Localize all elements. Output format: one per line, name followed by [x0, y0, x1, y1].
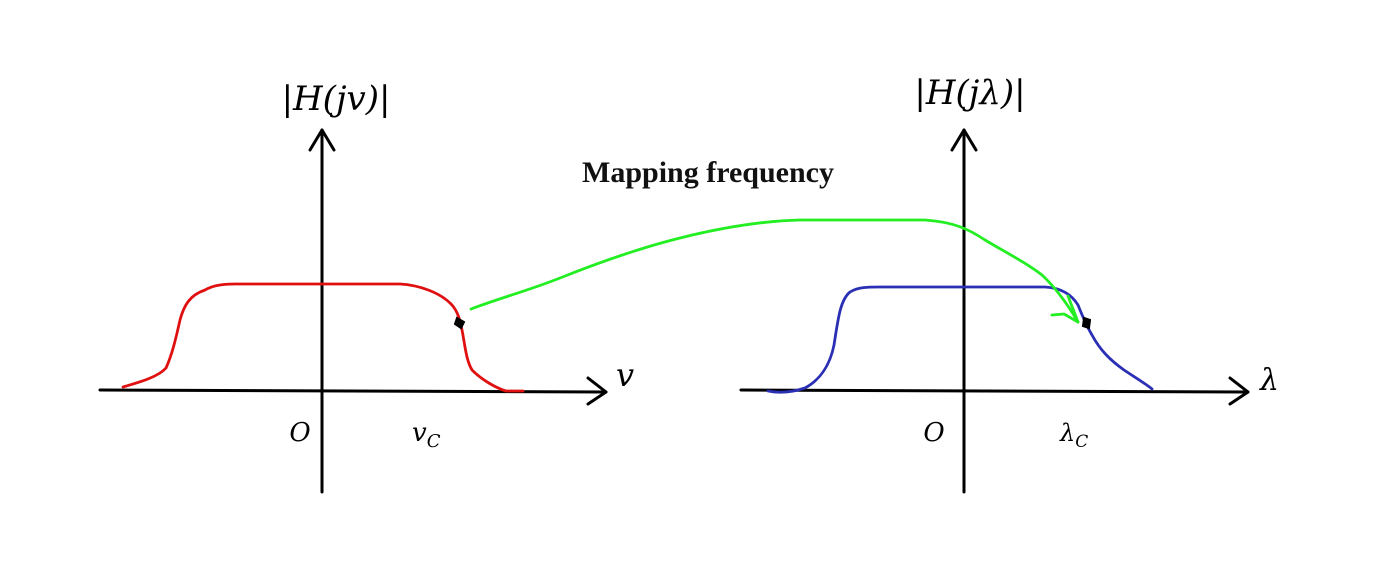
left-y-arrowhead — [308, 128, 336, 152]
left-origin-label: O — [289, 418, 310, 448]
right-x-axis — [739, 388, 1250, 394]
diagram-title: Mapping frequency — [582, 156, 834, 189]
left-cutoff-label: vC — [412, 418, 441, 452]
right-plot: |H(jλ)| λ O λC — [739, 73, 1279, 494]
right-cutoff-label: λC — [1059, 419, 1088, 452]
right-origin-label: O — [923, 418, 944, 448]
mapping-arrowhead — [1050, 294, 1080, 324]
right-y-axis-label: |H(jλ)| — [914, 73, 1025, 113]
left-plot: |H(jv)| v O vC — [98, 79, 634, 494]
left-cutoff-subscript: C — [427, 431, 441, 452]
left-cutoff-marker — [453, 316, 466, 330]
right-cutoff-symbol: λ — [1059, 419, 1075, 447]
right-cutoff-subscript: C — [1075, 432, 1088, 452]
mapping-arrow — [469, 218, 1080, 324]
right-cutoff-marker — [1081, 316, 1092, 330]
left-x-axis-label: v — [616, 356, 634, 394]
left-response-curve — [121, 282, 525, 393]
left-x-arrowhead — [586, 376, 608, 406]
mapping-arrow-path — [469, 218, 1080, 324]
right-x-axis-label: λ — [1259, 363, 1279, 398]
right-y-arrowhead — [950, 128, 978, 152]
right-x-arrowhead — [1228, 376, 1250, 406]
right-response-curve — [766, 285, 1154, 394]
left-cutoff-symbol: v — [412, 418, 427, 448]
left-x-axis — [98, 388, 608, 394]
left-y-axis-label: |H(jv)| — [282, 79, 391, 119]
